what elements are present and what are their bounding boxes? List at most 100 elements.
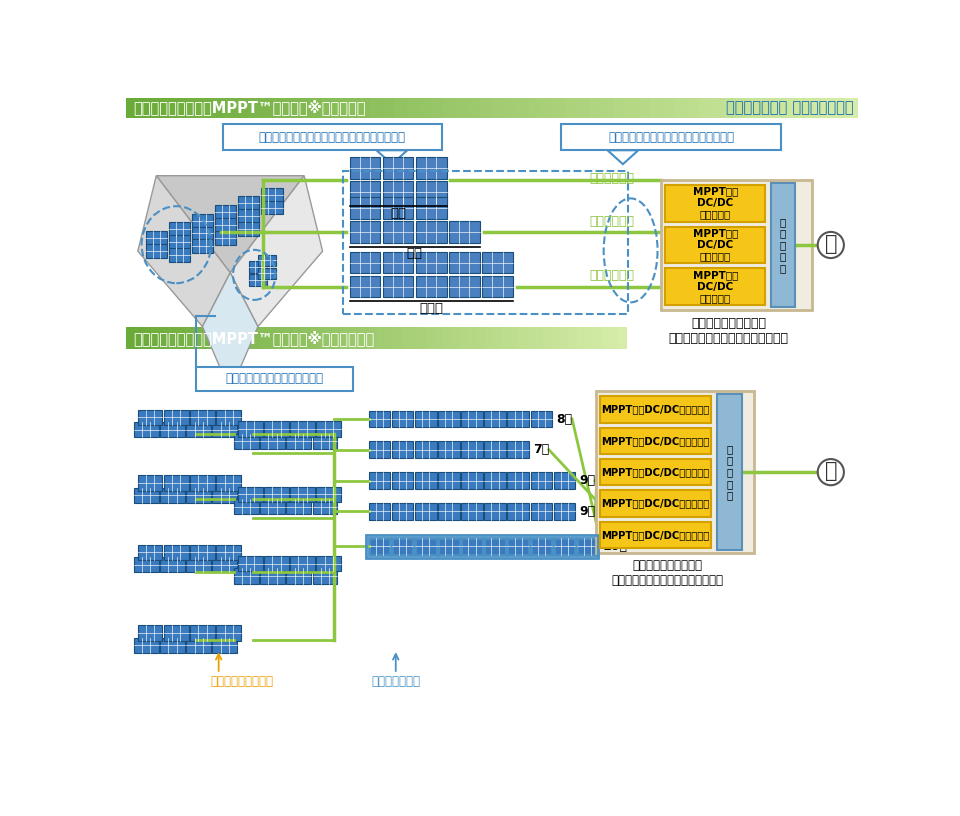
FancyBboxPatch shape	[349, 197, 380, 219]
Text: パワーコンディショナ
〈接続箱内蔵・昇圧ユニット不要〉: パワーコンディショナ 〈接続箱内蔵・昇圧ユニット不要〉	[669, 317, 789, 344]
FancyBboxPatch shape	[552, 327, 561, 349]
FancyBboxPatch shape	[431, 96, 444, 118]
FancyBboxPatch shape	[286, 569, 311, 583]
FancyBboxPatch shape	[438, 503, 460, 520]
FancyBboxPatch shape	[313, 499, 337, 515]
FancyBboxPatch shape	[351, 327, 360, 349]
FancyBboxPatch shape	[508, 503, 529, 520]
FancyBboxPatch shape	[276, 327, 285, 349]
FancyBboxPatch shape	[243, 327, 252, 349]
FancyBboxPatch shape	[510, 327, 518, 349]
FancyBboxPatch shape	[138, 544, 162, 560]
FancyBboxPatch shape	[349, 157, 380, 179]
FancyBboxPatch shape	[322, 96, 334, 118]
FancyBboxPatch shape	[383, 197, 414, 219]
FancyBboxPatch shape	[215, 205, 236, 219]
FancyBboxPatch shape	[419, 327, 427, 349]
FancyBboxPatch shape	[602, 327, 611, 349]
FancyBboxPatch shape	[260, 96, 273, 118]
Text: 10枚: 10枚	[603, 539, 628, 552]
FancyBboxPatch shape	[169, 235, 190, 249]
FancyBboxPatch shape	[127, 327, 135, 349]
FancyBboxPatch shape	[186, 637, 211, 653]
FancyBboxPatch shape	[529, 96, 541, 118]
FancyBboxPatch shape	[168, 327, 177, 349]
FancyBboxPatch shape	[234, 433, 258, 449]
FancyBboxPatch shape	[416, 221, 446, 242]
Text: 複数入力方式（フルMPPT™方式）　※住宅設置例: 複数入力方式（フルMPPT™方式） ※住宅設置例	[133, 100, 366, 115]
FancyBboxPatch shape	[415, 503, 437, 520]
FancyBboxPatch shape	[186, 557, 211, 572]
Text: ～: ～	[825, 234, 837, 255]
FancyBboxPatch shape	[394, 327, 402, 349]
FancyBboxPatch shape	[600, 428, 711, 454]
FancyBboxPatch shape	[554, 472, 575, 489]
Text: MPPT付きDC/DCコンバータ: MPPT付きDC/DCコンバータ	[602, 467, 709, 477]
Text: 太陽電池アレイ: 太陽電池アレイ	[372, 675, 420, 688]
FancyBboxPatch shape	[600, 521, 711, 548]
FancyBboxPatch shape	[175, 96, 187, 118]
FancyBboxPatch shape	[187, 96, 200, 118]
FancyBboxPatch shape	[238, 556, 262, 571]
FancyBboxPatch shape	[484, 503, 506, 520]
FancyBboxPatch shape	[415, 472, 437, 489]
FancyBboxPatch shape	[484, 538, 506, 555]
FancyBboxPatch shape	[531, 472, 552, 489]
FancyBboxPatch shape	[626, 96, 638, 118]
FancyBboxPatch shape	[518, 327, 527, 349]
FancyBboxPatch shape	[134, 557, 158, 572]
FancyBboxPatch shape	[134, 637, 158, 653]
FancyBboxPatch shape	[223, 124, 442, 150]
FancyBboxPatch shape	[687, 96, 700, 118]
FancyBboxPatch shape	[426, 327, 435, 349]
FancyBboxPatch shape	[508, 538, 529, 555]
FancyBboxPatch shape	[415, 410, 437, 428]
FancyBboxPatch shape	[335, 327, 344, 349]
FancyBboxPatch shape	[212, 422, 237, 437]
FancyBboxPatch shape	[369, 472, 391, 489]
FancyBboxPatch shape	[164, 625, 188, 641]
FancyBboxPatch shape	[349, 181, 380, 202]
FancyBboxPatch shape	[313, 569, 337, 583]
FancyBboxPatch shape	[164, 544, 188, 560]
FancyBboxPatch shape	[401, 327, 410, 349]
FancyBboxPatch shape	[358, 96, 371, 118]
FancyBboxPatch shape	[504, 96, 516, 118]
Text: ストリング１: ストリング１	[589, 172, 635, 185]
FancyBboxPatch shape	[160, 422, 184, 437]
FancyBboxPatch shape	[415, 441, 437, 459]
FancyBboxPatch shape	[290, 487, 315, 502]
Text: 9枚: 9枚	[580, 505, 596, 518]
FancyBboxPatch shape	[797, 96, 809, 118]
FancyBboxPatch shape	[577, 327, 586, 349]
Text: MPPT付き
DC/DC
コンバータ: MPPT付き DC/DC コンバータ	[692, 186, 738, 220]
FancyBboxPatch shape	[234, 499, 258, 515]
Text: MPPT付きDC/DCコンバータ: MPPT付きDC/DCコンバータ	[602, 530, 709, 539]
FancyBboxPatch shape	[309, 96, 322, 118]
Polygon shape	[230, 175, 323, 326]
FancyBboxPatch shape	[317, 487, 341, 502]
FancyBboxPatch shape	[234, 569, 258, 583]
FancyBboxPatch shape	[416, 197, 446, 219]
FancyBboxPatch shape	[211, 96, 225, 118]
Text: 直接接続だから、中間ロスが発生しない: 直接接続だから、中間ロスが発生しない	[608, 131, 734, 144]
FancyBboxPatch shape	[392, 472, 414, 489]
FancyBboxPatch shape	[449, 221, 480, 242]
Text: ６枚: ６枚	[390, 207, 406, 220]
FancyBboxPatch shape	[152, 327, 160, 349]
FancyBboxPatch shape	[127, 96, 139, 118]
FancyBboxPatch shape	[190, 625, 215, 641]
FancyBboxPatch shape	[273, 96, 285, 118]
FancyBboxPatch shape	[238, 222, 259, 236]
FancyBboxPatch shape	[264, 556, 289, 571]
FancyBboxPatch shape	[260, 327, 269, 349]
Polygon shape	[608, 150, 638, 164]
FancyBboxPatch shape	[196, 367, 353, 391]
FancyBboxPatch shape	[160, 637, 184, 653]
FancyBboxPatch shape	[596, 392, 754, 553]
FancyBboxPatch shape	[212, 637, 237, 653]
Text: イ
ン
バ
ー
タ: イ ン バ ー タ	[726, 444, 732, 500]
FancyBboxPatch shape	[383, 157, 414, 179]
FancyBboxPatch shape	[602, 96, 614, 118]
FancyBboxPatch shape	[416, 276, 446, 297]
